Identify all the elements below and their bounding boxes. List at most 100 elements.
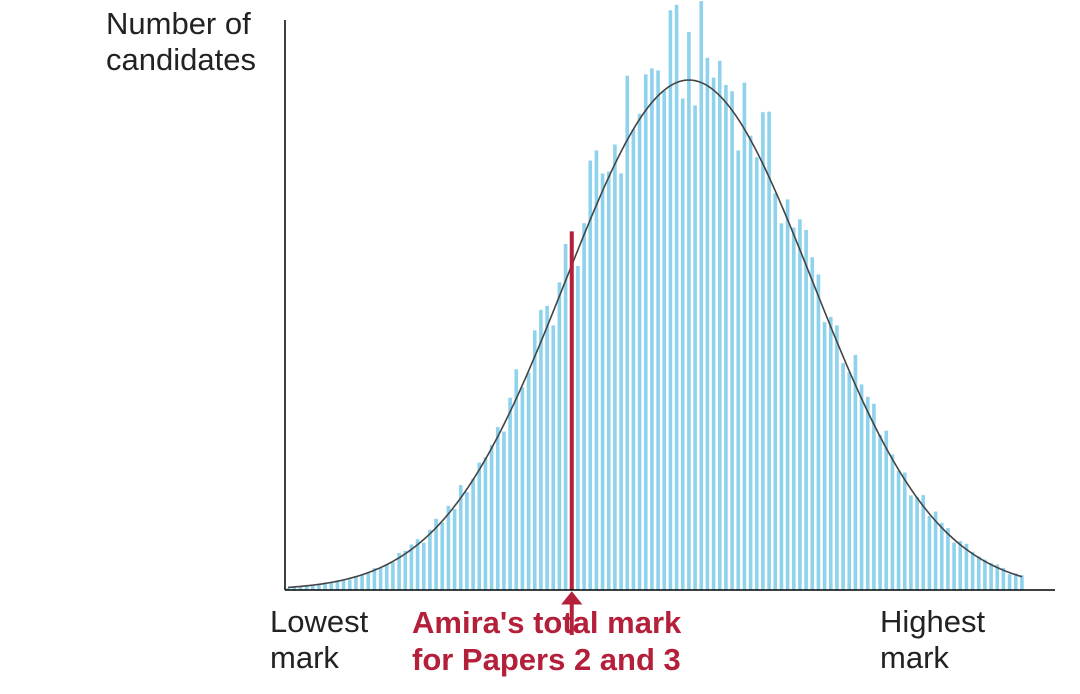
histogram-bar (378, 567, 383, 590)
x-axis-highest-label: Highest mark (880, 604, 985, 675)
histogram-bar (865, 396, 870, 590)
histogram-bar (939, 522, 944, 590)
x-axis-highest-line2: mark (880, 640, 949, 675)
histogram-bar (804, 229, 809, 590)
histogram-bar (767, 111, 772, 590)
x-axis-highest-line1: Highest (880, 604, 985, 639)
histogram-bar (730, 91, 735, 590)
marker-annotation-line2: for Papers 2 and 3 (412, 642, 681, 677)
histogram-bar (582, 223, 587, 590)
histogram-bar (674, 4, 679, 590)
histogram-bar (502, 431, 507, 590)
marker-annotation-line1: Amira's total mark (412, 605, 681, 640)
marker-arrow-head (562, 592, 581, 604)
y-axis-title-line1: Number of (106, 6, 251, 41)
histogram-bars (286, 1, 1024, 590)
histogram-bar (902, 472, 907, 590)
histogram-bar (606, 171, 611, 590)
histogram-bar (724, 84, 729, 590)
histogram-bar (717, 60, 722, 590)
x-axis-lowest-line1: Lowest (270, 604, 368, 639)
histogram-bar (841, 363, 846, 590)
histogram-bar (477, 462, 482, 590)
histogram-bar (878, 434, 883, 590)
histogram-bar (680, 98, 685, 590)
histogram-bar (859, 384, 864, 590)
histogram-bar (421, 542, 426, 590)
histogram-bar (958, 541, 963, 590)
y-axis-title-line2: candidates (106, 42, 256, 77)
histogram-bar (970, 551, 975, 590)
histogram-bar (791, 227, 796, 590)
histogram-bar (705, 57, 710, 590)
histogram-bar (440, 522, 445, 590)
histogram-bar (637, 113, 642, 590)
histogram-bar (890, 454, 895, 590)
histogram-bar (662, 91, 667, 590)
x-axis-lowest-label: Lowest mark (270, 604, 368, 675)
x-axis-lowest-line2: mark (270, 640, 339, 675)
histogram-bar (909, 495, 914, 590)
histogram-bar (563, 243, 568, 590)
histogram-bar (539, 309, 544, 590)
histogram-bar (1020, 575, 1025, 590)
histogram-bar (508, 397, 513, 590)
histogram-bar (915, 496, 920, 590)
histogram-bar (687, 32, 692, 590)
histogram-bar (520, 387, 525, 590)
histogram-bar (428, 529, 433, 590)
histogram-bar (656, 70, 661, 590)
histogram-bar (816, 274, 821, 590)
histogram-bar (835, 325, 840, 590)
histogram-bar (465, 492, 470, 590)
histogram-bar (631, 128, 636, 590)
histogram-bar (773, 193, 778, 590)
histogram-bar (872, 403, 877, 590)
histogram-bar (736, 150, 741, 590)
histogram-bar (748, 135, 753, 590)
histogram-bar (452, 509, 457, 590)
histogram-bar (896, 470, 901, 590)
histogram-bar (693, 105, 698, 590)
histogram-bar (742, 82, 747, 590)
histogram-bar (347, 579, 352, 590)
histogram-bar (810, 257, 815, 590)
histogram-bar (366, 572, 371, 590)
histogram-bar (946, 528, 951, 590)
histogram-bar (495, 427, 500, 590)
histogram-bar (711, 77, 716, 590)
histogram-bar (532, 330, 537, 590)
histogram-bar (446, 505, 451, 590)
histogram-bar (828, 316, 833, 590)
histogram-bar (471, 478, 476, 590)
histogram-bar (847, 372, 852, 590)
histogram-bar (551, 325, 556, 590)
histogram-bar (489, 444, 494, 590)
histogram-bar (403, 550, 408, 590)
histogram-bar (1007, 574, 1012, 590)
histogram-bar (761, 112, 766, 590)
distribution-chart (0, 0, 1080, 694)
histogram-bar (785, 199, 790, 590)
histogram-bar (798, 219, 803, 590)
histogram-bar (884, 430, 889, 590)
histogram-bar (594, 150, 599, 590)
histogram-bar (600, 173, 605, 590)
histogram-bar (391, 562, 396, 590)
histogram-bar (643, 74, 648, 590)
marker-annotation: Amira's total mark for Papers 2 and 3 (412, 604, 681, 678)
histogram-bar (668, 10, 673, 590)
histogram-bar (952, 542, 957, 590)
histogram-bar (619, 173, 624, 590)
histogram-bar (576, 265, 581, 590)
histogram-bar (989, 563, 994, 590)
y-axis-title: Number of candidates (106, 6, 256, 77)
histogram-bar (625, 75, 630, 590)
histogram-bar (699, 1, 704, 590)
histogram-bar (613, 144, 618, 590)
histogram-bar (483, 457, 488, 590)
histogram-bar (754, 157, 759, 590)
histogram-bar (526, 372, 531, 590)
histogram-bar (822, 322, 827, 590)
histogram-bar (779, 223, 784, 590)
